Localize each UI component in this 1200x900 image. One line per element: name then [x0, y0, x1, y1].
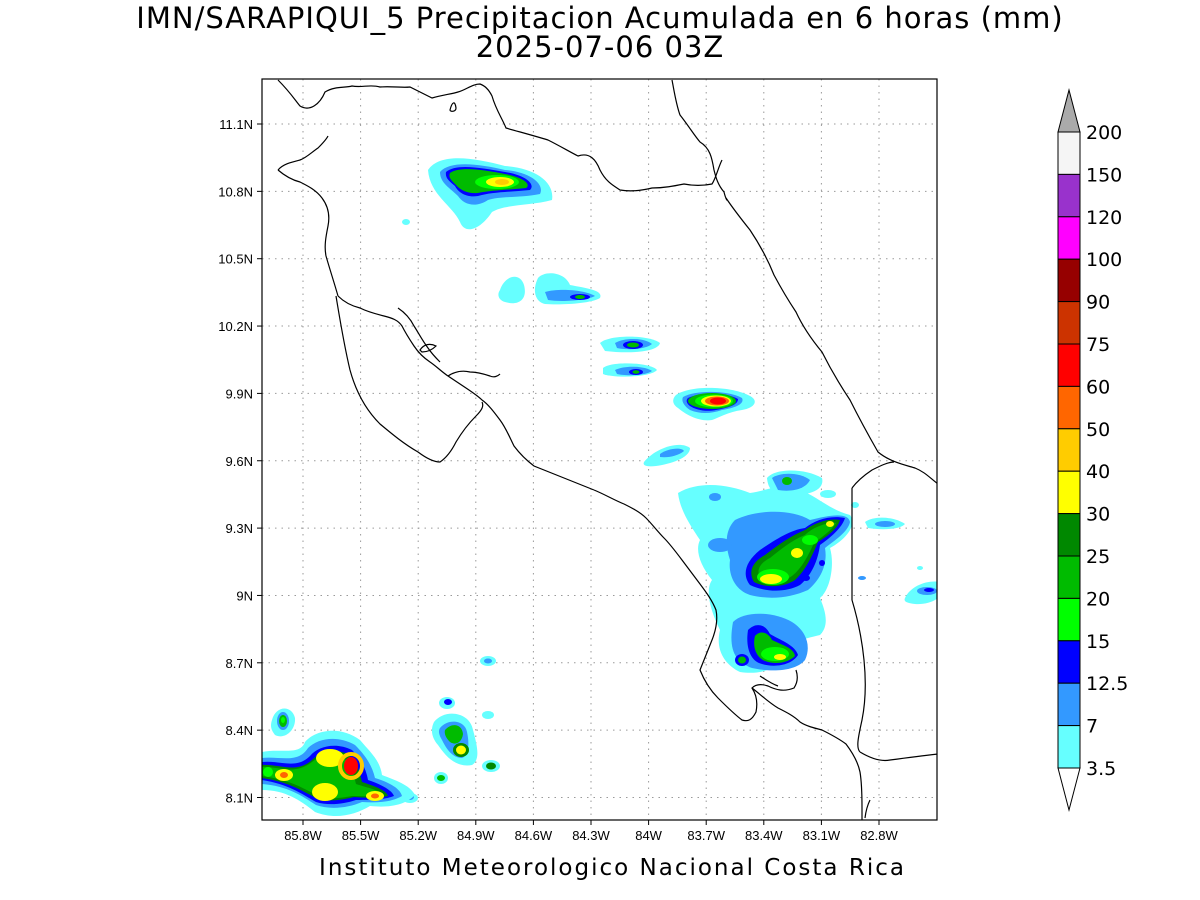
precip-cell — [428, 158, 553, 230]
lon-tick-label: 85.5W — [342, 828, 380, 843]
lat-tick-label: 8.1N — [226, 791, 253, 806]
colorbar-underflow-triangle — [1057, 767, 1081, 812]
colorbar-label: 12.5 — [1086, 673, 1128, 695]
lon-tick-label: 84.3W — [572, 828, 610, 843]
colorbar-label: 150 — [1086, 164, 1122, 186]
lon-tick-label: 85.2W — [399, 828, 437, 843]
colorbar-label: 90 — [1086, 292, 1110, 314]
colorbar-swatch — [1057, 682, 1081, 727]
colorbar-swatch — [1057, 173, 1081, 218]
colorbar-label: 40 — [1086, 461, 1110, 483]
lat-tick-label: 9.9N — [226, 386, 253, 401]
colorbar-label: 7 — [1086, 716, 1098, 738]
precip-cell — [262, 656, 500, 817]
map-subtitle-datetime: 2025-07-06 03Z — [475, 30, 725, 64]
colorbar-swatch — [1057, 131, 1081, 175]
colorbar-label: 3.5 — [1086, 758, 1116, 780]
colorbar-label: 30 — [1086, 504, 1110, 526]
colorbar-label: 120 — [1086, 207, 1122, 229]
colorbar-label: 75 — [1086, 334, 1110, 356]
colorbar-swatch — [1057, 555, 1081, 599]
colorbar-swatch — [1057, 597, 1081, 642]
colorbar-swatch — [1057, 725, 1081, 769]
lat-tick-label: 9N — [236, 588, 253, 603]
lon-tick-label: 82.8W — [860, 828, 898, 843]
map-title: IMN/SARAPIQUI_5 Precipitacion Acumulada … — [136, 1, 1064, 35]
lon-tick-label: 84.6W — [515, 828, 553, 843]
colorbar-label: 15 — [1086, 631, 1110, 653]
footer-institution: Instituto Meteorologico Nacional Costa R… — [319, 855, 906, 881]
precip-cell — [673, 387, 755, 421]
colorbar-swatch — [1057, 513, 1081, 557]
colorbar-swatch — [1057, 640, 1081, 684]
precip-cell — [643, 444, 690, 467]
lat-tick-label: 9.3N — [226, 521, 253, 536]
lat-tick-label: 9.6N — [226, 454, 253, 469]
colorbar-label: 100 — [1086, 249, 1122, 271]
coastline-borders — [277, 79, 937, 820]
colorbar-overflow-triangle — [1057, 88, 1081, 133]
lat-tick-label: 10.2N — [218, 319, 253, 334]
colorbar-swatch — [1057, 343, 1081, 387]
colorbar-swatch — [1057, 470, 1081, 515]
colorbar: 200 150 120 100 90 75 60 50 40 30 25 20 15 12.5 7 3.5 — [1057, 88, 1128, 812]
precipitation-field — [262, 158, 937, 817]
colorbar-label: 60 — [1086, 376, 1110, 398]
lon-tick-label: 85.8W — [284, 828, 322, 843]
precip-cell — [600, 336, 660, 377]
latitude-axis: 11.1N 10.8N 10.5N 10.2N 9.9N 9.6N 9.3N 9N 8.7N 8.… — [218, 117, 262, 806]
precip-cell — [678, 470, 866, 673]
colorbar-label: 50 — [1086, 419, 1110, 441]
precip-cell — [498, 273, 601, 305]
colorbar-label: 25 — [1086, 546, 1110, 568]
lat-tick-label: 10.8N — [218, 184, 253, 199]
lon-tick-label: 83.7W — [687, 828, 725, 843]
longitude-axis: 85.8W 85.5W 85.2W 84.9W 84.6W 84.3W 84W 83.7W 83… — [284, 820, 899, 843]
plot-frame — [261, 78, 938, 821]
colorbar-swatch — [1057, 301, 1081, 345]
colorbar-swatch — [1057, 258, 1081, 303]
lon-tick-label: 84W — [635, 828, 662, 843]
lon-tick-label: 84.9W — [457, 828, 495, 843]
lon-tick-label: 83.4W — [745, 828, 783, 843]
lon-tick-label: 83.1W — [803, 828, 841, 843]
lat-tick-label: 8.7N — [226, 656, 253, 671]
colorbar-swatch — [1057, 216, 1081, 260]
colorbar-label: 200 — [1086, 122, 1122, 144]
colorbar-swatch — [1057, 428, 1081, 472]
precip-cell — [865, 517, 937, 605]
lat-tick-label: 10.5N — [218, 252, 253, 267]
lat-tick-label: 8.4N — [226, 723, 253, 738]
lat-tick-label: 11.1N — [219, 117, 253, 132]
map-grid — [262, 79, 937, 820]
colorbar-swatch — [1057, 385, 1081, 430]
colorbar-label: 20 — [1086, 588, 1110, 610]
